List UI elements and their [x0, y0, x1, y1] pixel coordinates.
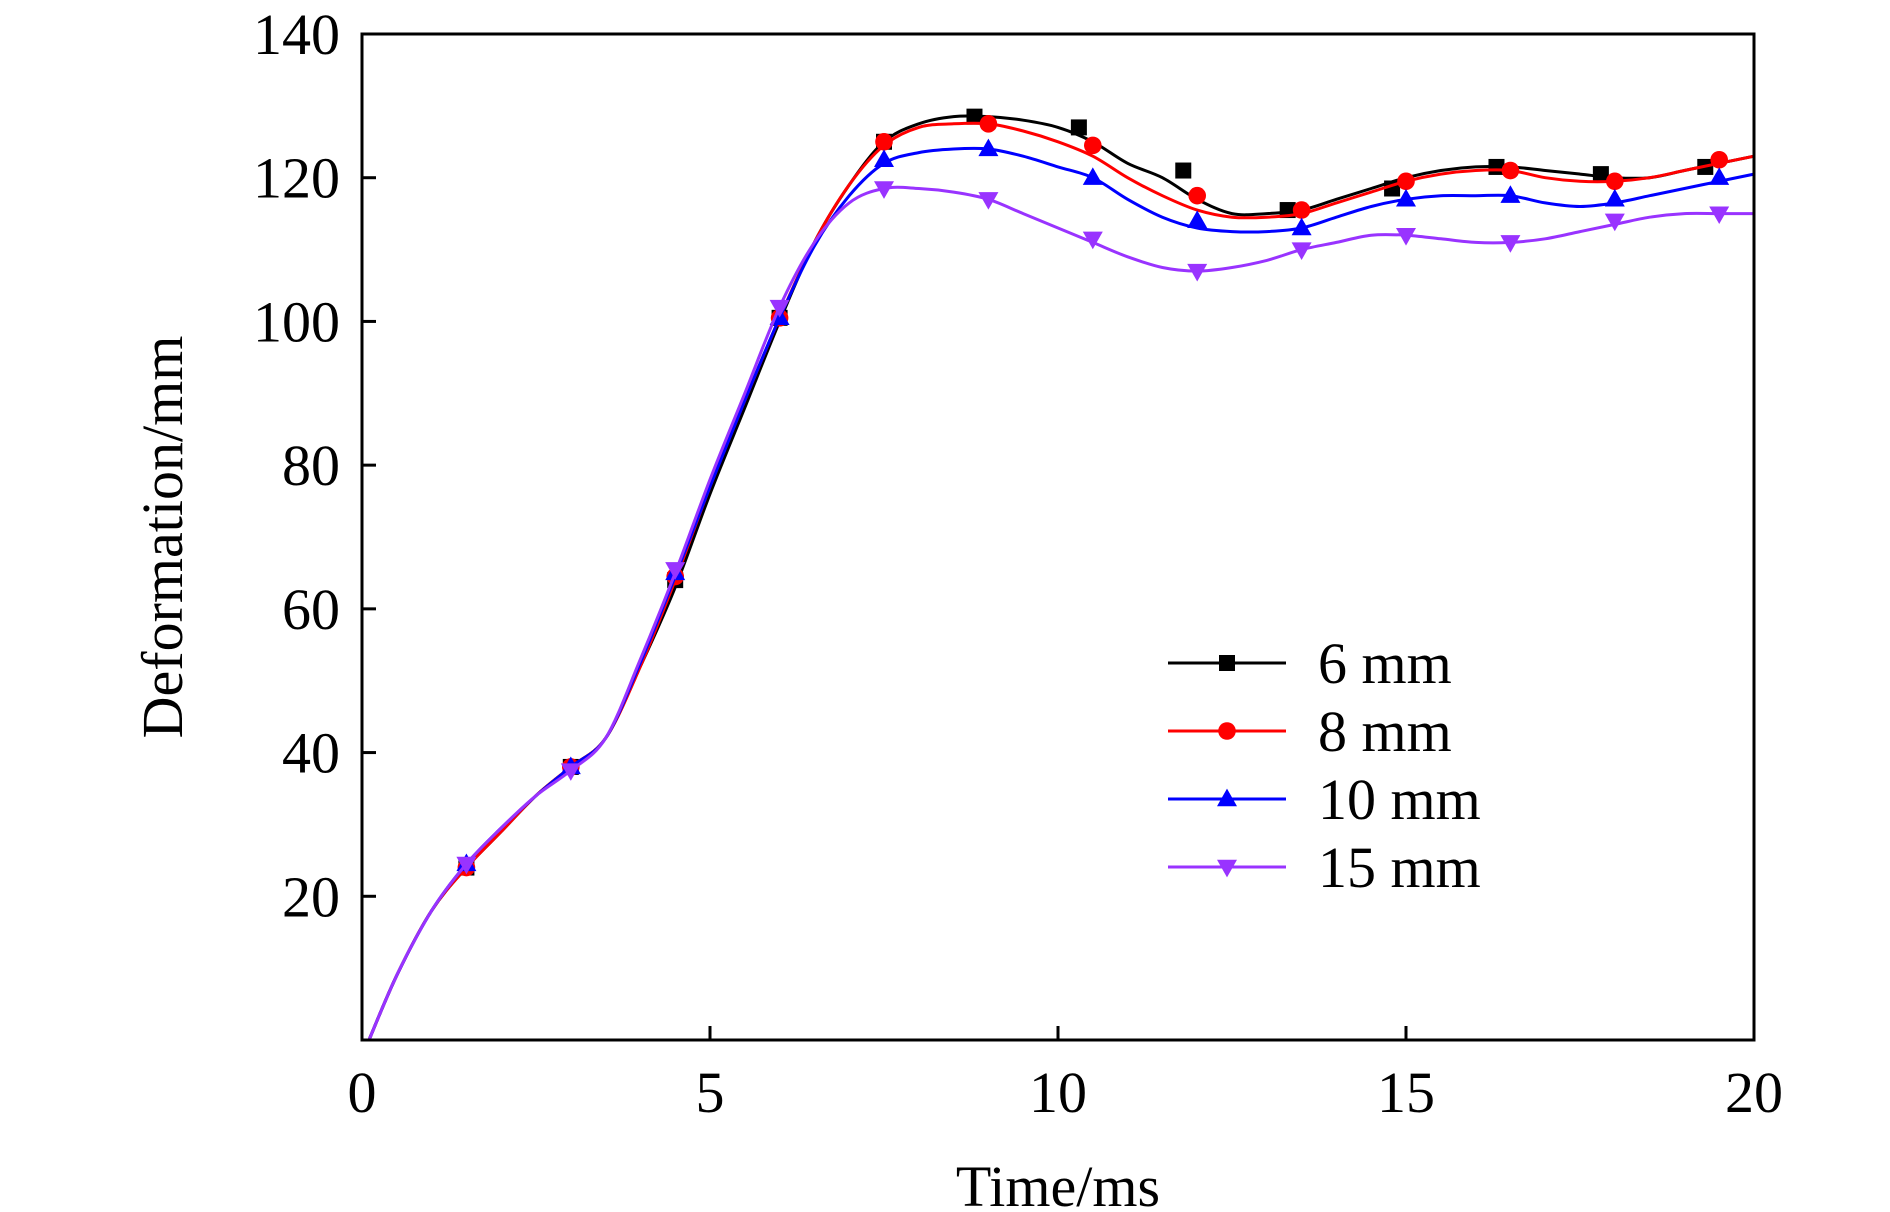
y-tick-label: 80: [282, 433, 340, 498]
y-tick-label: 60: [282, 577, 340, 642]
legend-marker: [1217, 788, 1237, 807]
series-1: [367, 115, 1755, 1041]
x-tick-label: 10: [1029, 1060, 1087, 1125]
data-point: [1187, 263, 1208, 282]
series-0: [367, 108, 1755, 1041]
data-point: [1501, 161, 1520, 180]
data-point: [966, 108, 983, 125]
series-layer: [367, 108, 1755, 1041]
y-axis-title: Deformation/mm: [130, 336, 195, 739]
legend-label: 8 mm: [1318, 699, 1452, 764]
data-point: [1500, 235, 1521, 253]
legend-entry-3: 15 mm: [1168, 835, 1481, 900]
data-point: [1082, 167, 1103, 185]
y-tick-label: 40: [282, 721, 340, 786]
legend-entry-0: 6 mm: [1168, 631, 1452, 696]
legend-label: 10 mm: [1318, 767, 1481, 832]
data-point: [1188, 186, 1206, 205]
y-tick-label: 100: [253, 289, 340, 354]
data-point: [874, 149, 894, 167]
data-point: [1291, 242, 1312, 260]
data-point: [979, 115, 998, 133]
series-3: [367, 181, 1754, 1041]
data-point: [1500, 185, 1521, 203]
data-point: [978, 138, 999, 157]
data-point: [1709, 167, 1730, 185]
legend-marker: [1217, 859, 1237, 878]
series-line-0: [367, 114, 1755, 1041]
y-tick-label: 140: [253, 2, 340, 67]
data-point: [1175, 162, 1192, 179]
data-point: [456, 856, 477, 875]
data-point: [875, 132, 893, 151]
data-point: [1082, 231, 1103, 250]
data-point: [1606, 172, 1624, 191]
data-point: [1592, 166, 1609, 183]
series-line-2: [367, 146, 1755, 1041]
series-line-1: [367, 121, 1755, 1041]
x-tick-label: 15: [1377, 1060, 1435, 1125]
series-line-3: [367, 185, 1754, 1041]
data-point: [1604, 188, 1625, 207]
data-point: [1084, 136, 1102, 155]
data-point: [1070, 119, 1087, 136]
x-axis-title: Time/ms: [956, 1154, 1160, 1212]
data-point: [1709, 206, 1730, 225]
legend-marker: [1218, 722, 1236, 740]
data-point: [769, 299, 790, 318]
data-point: [1187, 210, 1208, 229]
data-point: [1397, 172, 1415, 191]
series-2: [367, 138, 1755, 1041]
data-point: [1396, 188, 1416, 207]
data-point: [978, 192, 999, 210]
data-point: [874, 181, 894, 199]
data-point: [1292, 201, 1311, 219]
legend-label: 15 mm: [1318, 835, 1481, 900]
data-point: [1710, 150, 1728, 169]
data-point: [1291, 217, 1312, 236]
x-tick-label: 5: [696, 1060, 725, 1125]
legend-label: 6 mm: [1318, 631, 1452, 696]
data-point: [1604, 213, 1625, 232]
legend-entry-1: 8 mm: [1168, 699, 1452, 764]
data-point: [560, 763, 581, 781]
legend-entry-2: 10 mm: [1168, 767, 1481, 832]
y-tick-label: 20: [282, 864, 340, 929]
axis-ticks: 0 5 10 15 20 20 40 60 80 100 120 140: [253, 2, 1783, 1125]
plot-frame: [360, 32, 1756, 1042]
x-tick-label: 0: [348, 1060, 377, 1125]
y-tick-label: 120: [253, 146, 340, 211]
data-point: [1396, 228, 1416, 246]
x-tick-label: 20: [1725, 1060, 1783, 1125]
data-point: [665, 562, 686, 580]
legend-marker: [1219, 655, 1235, 671]
